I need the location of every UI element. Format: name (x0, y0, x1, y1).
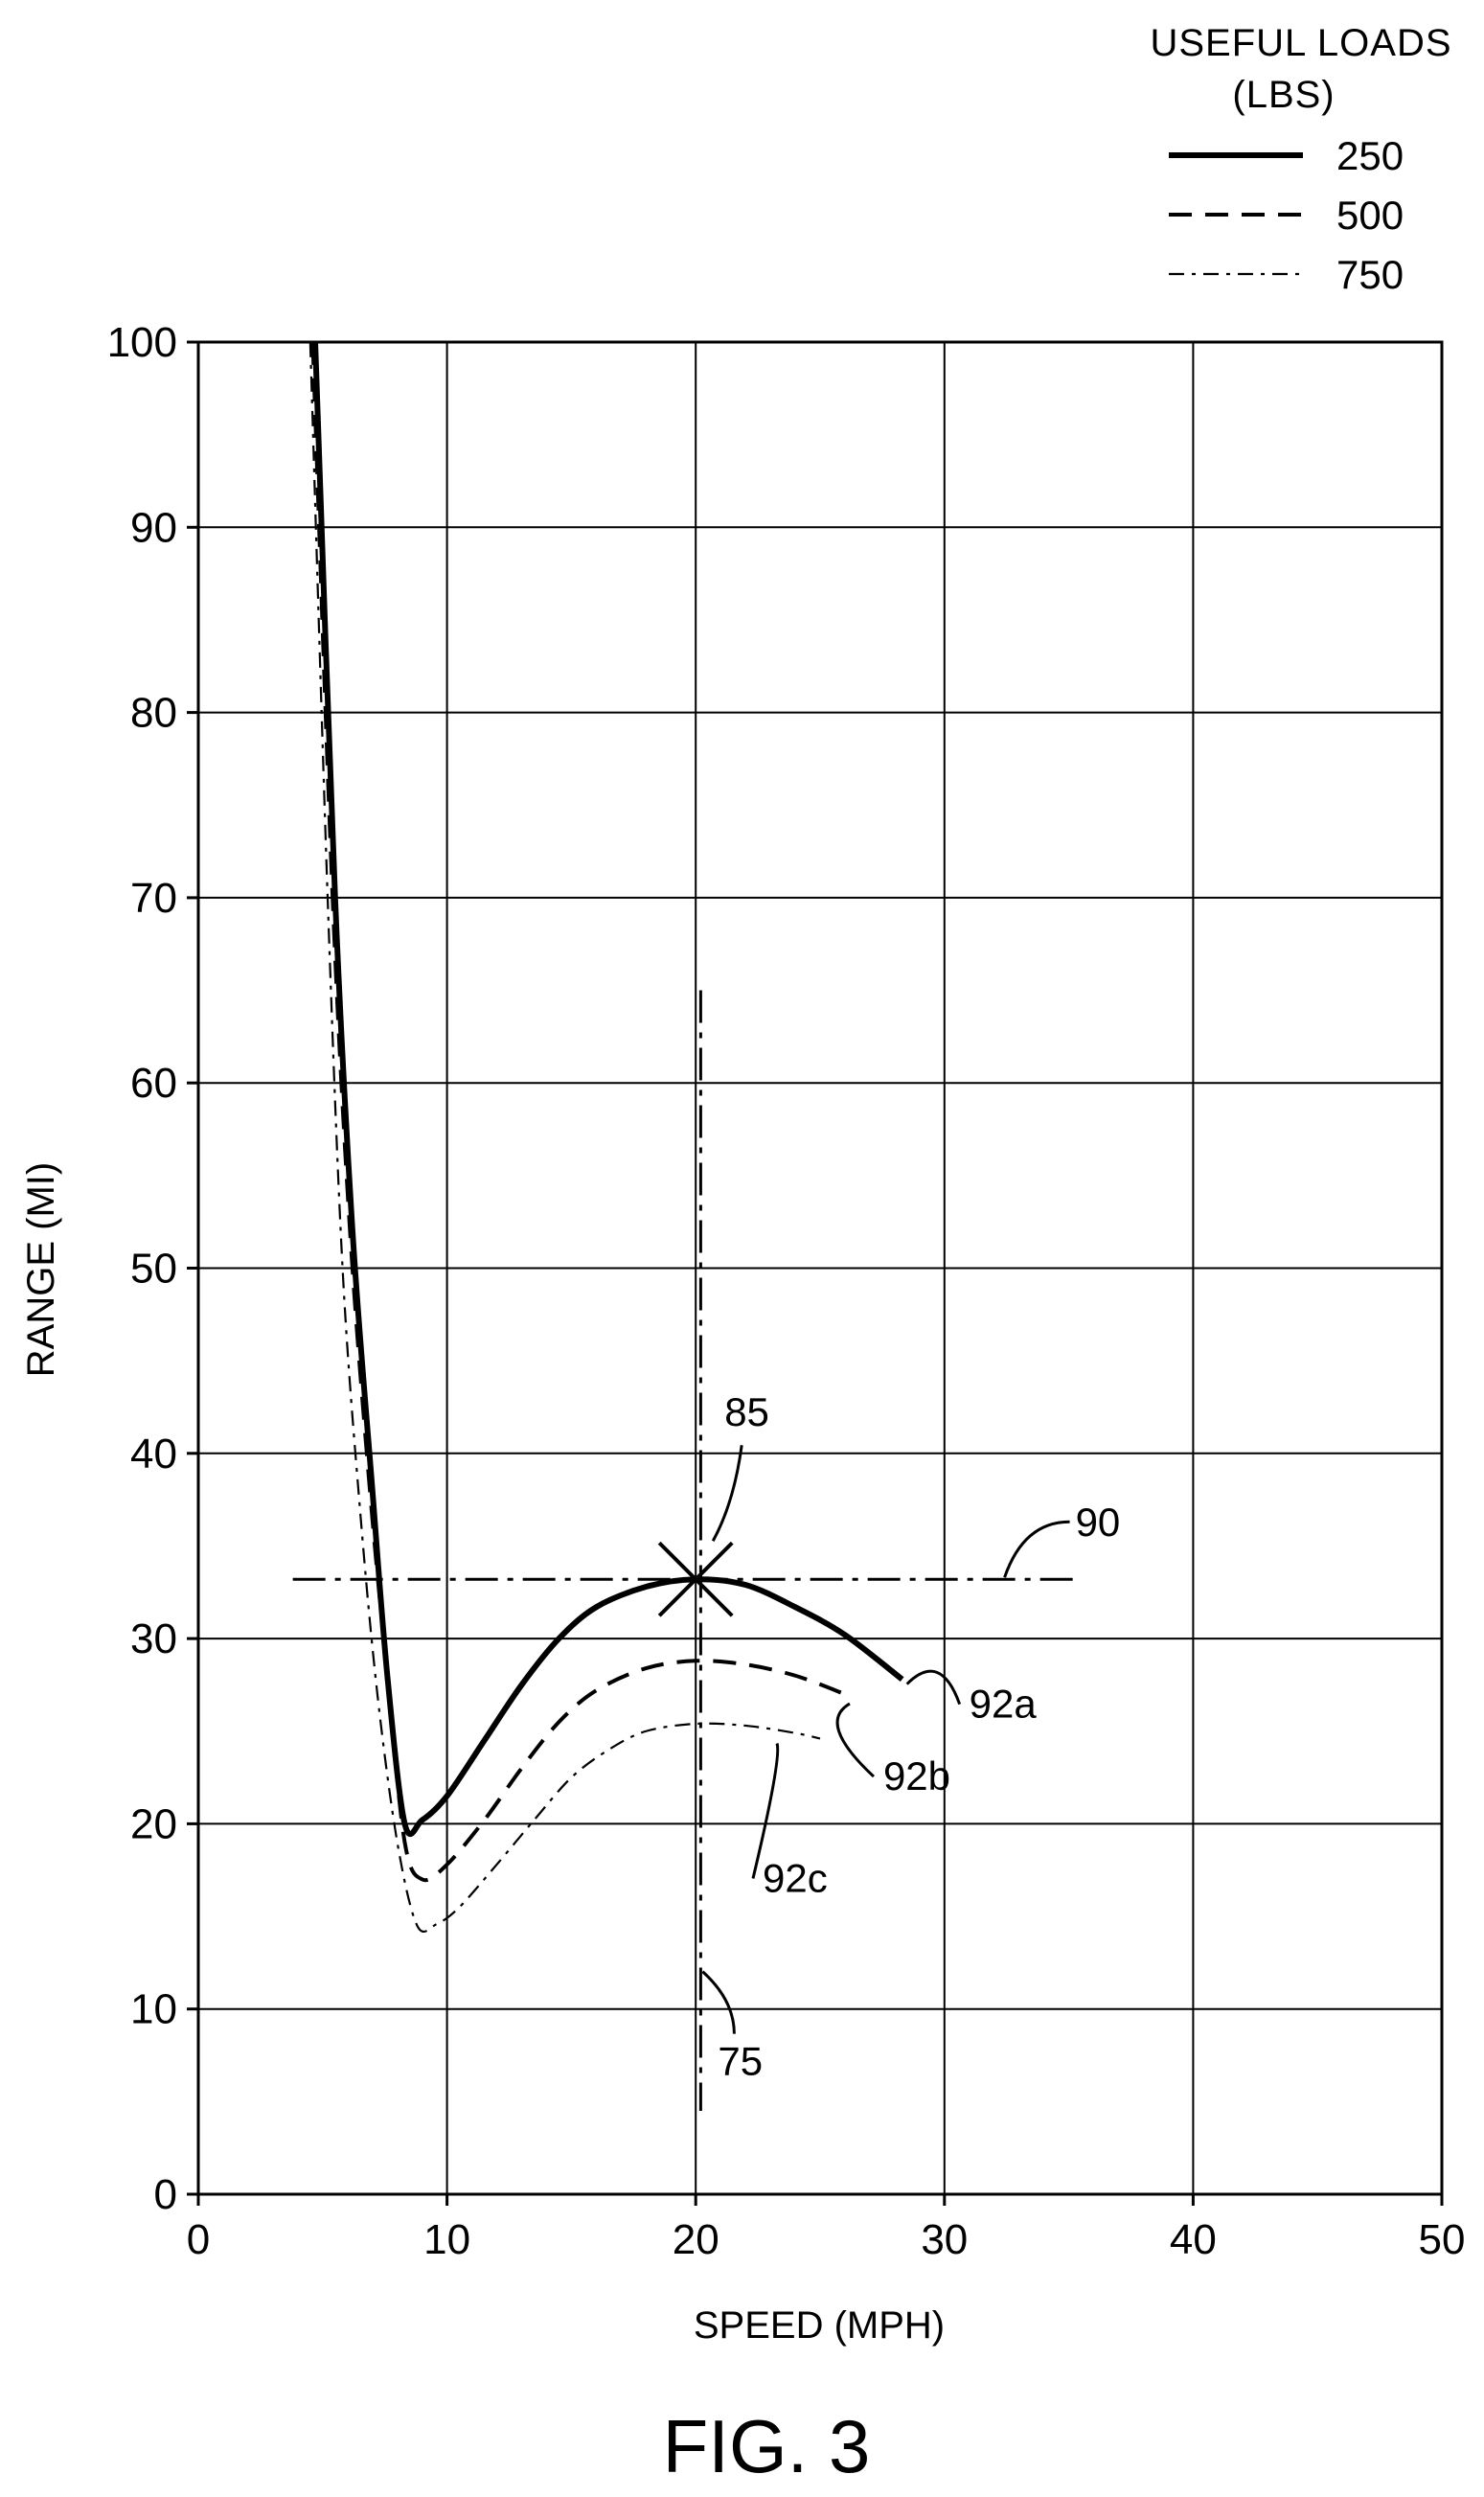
axes (187, 340, 1444, 2206)
x-tick-label: 0 (187, 2216, 210, 2263)
series-line-750 (308, 341, 821, 1933)
y-tick-label: 80 (130, 690, 177, 737)
x-tick-label: 10 (423, 2216, 470, 2263)
y-tick-label: 0 (154, 2171, 177, 2218)
figure-label: FIG. 3 (663, 2404, 871, 2488)
x-tick-label: 20 (673, 2216, 719, 2263)
legend-entry-label: 500 (1336, 193, 1404, 238)
series-label: 92c (763, 1855, 828, 1900)
y-tick-label: 60 (130, 1060, 177, 1107)
series-line-500 (310, 341, 846, 1883)
marker-85-leader (711, 1445, 743, 1542)
series-label: 92b (883, 1753, 950, 1798)
series-label-leader (751, 1743, 780, 1879)
legend: USEFUL LOADS (LBS) 250 500 750 (1150, 22, 1451, 297)
grid-lines (197, 341, 1443, 2195)
legend-entry-label: 750 (1336, 252, 1404, 297)
reference-label-90: 90 (1076, 1500, 1121, 1545)
y-tick-label: 50 (130, 1246, 177, 1293)
y-axis-title: RANGE (MI) (20, 1162, 62, 1377)
tick-labels: 0 10 20 30 40 50 0 10 20 30 40 50 60 70 80 90 100 (107, 319, 1466, 2263)
y-tick-label: 100 (107, 319, 177, 366)
reference-leader-75 (701, 1970, 736, 2034)
legend-entry-label: 250 (1336, 133, 1404, 178)
y-tick-label: 90 (130, 504, 177, 551)
legend-title: USEFUL LOADS (1150, 22, 1451, 64)
y-tick-label: 30 (130, 1615, 177, 1662)
reference-label-75: 75 (718, 2039, 763, 2084)
annotations: 92a 92b 92c 85 90 75 (292, 990, 1121, 2112)
x-tick-label: 30 (921, 2216, 968, 2263)
x-tick-label: 50 (1419, 2216, 1466, 2263)
reference-leader-90 (1003, 1520, 1070, 1578)
series-label-leader (905, 1669, 962, 1706)
series-lines (308, 341, 904, 1933)
legend-subtitle: (LBS) (1232, 74, 1335, 116)
marker-85-label: 85 (724, 1389, 769, 1434)
series-label-leader (835, 1702, 875, 1778)
y-tick-label: 10 (130, 1986, 177, 2033)
series-label: 92a (970, 1682, 1038, 1727)
y-tick-label: 70 (130, 875, 177, 922)
x-axis-title: SPEED (MPH) (694, 2304, 945, 2347)
series-line-250 (312, 341, 904, 1837)
y-tick-label: 20 (130, 1800, 177, 1847)
y-tick-label: 40 (130, 1431, 177, 1478)
x-tick-label: 40 (1170, 2216, 1217, 2263)
